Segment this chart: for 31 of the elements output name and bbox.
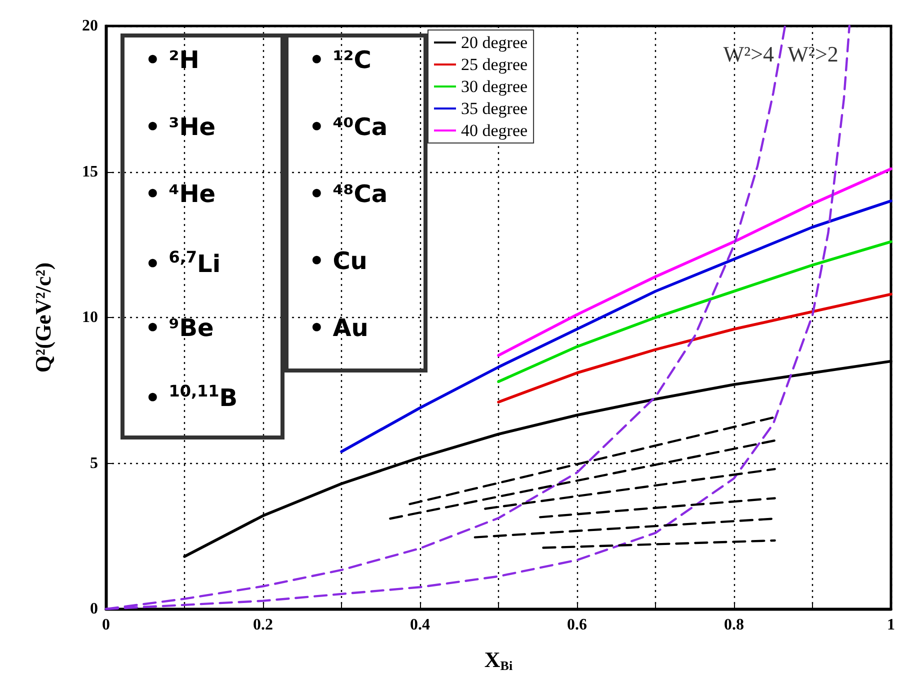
annotation: • ²H <box>145 46 200 74</box>
legend-label: 30 degree <box>461 77 528 96</box>
annotation: • Au <box>309 314 368 342</box>
line-series <box>497 240 892 384</box>
line-series <box>497 167 892 357</box>
annotation: • ¹²C <box>309 46 372 74</box>
y-tick-label: 20 <box>82 18 98 34</box>
annotation: • ⁴⁸Ca <box>309 180 388 208</box>
legend-label: 35 degree <box>461 99 528 118</box>
y-tick-label: 15 <box>82 163 98 180</box>
y-axis-title: Q²(GeV²/c²) <box>30 262 56 373</box>
x-tick-label: 0.6 <box>567 616 587 634</box>
annotation: • ⁴He <box>145 180 216 208</box>
legend-label: 20 degree <box>461 33 528 52</box>
y-tick-label: 5 <box>90 454 98 472</box>
legend-label: 25 degree <box>461 55 528 74</box>
legend-label: 40 degree <box>461 121 528 140</box>
x-tick-label: 0 <box>102 616 110 634</box>
annotation: • ³He <box>145 113 216 141</box>
annotation: • ⁹Be <box>145 314 214 342</box>
annotation: W²>2 <box>788 42 838 66</box>
annotation: • ⁴⁰Ca <box>309 113 388 141</box>
x-tick-label: 1 <box>887 616 895 634</box>
line-series <box>497 292 892 404</box>
y-tick-label: 0 <box>90 600 98 618</box>
x-tick-label: 0.4 <box>410 616 430 634</box>
x-tick-label: 0.8 <box>724 616 744 634</box>
x-tick-label: 0.2 <box>253 616 273 634</box>
annotation: W²>4 <box>723 42 774 66</box>
annotation: • Cu <box>309 247 368 275</box>
y-tick-label: 10 <box>82 309 98 326</box>
